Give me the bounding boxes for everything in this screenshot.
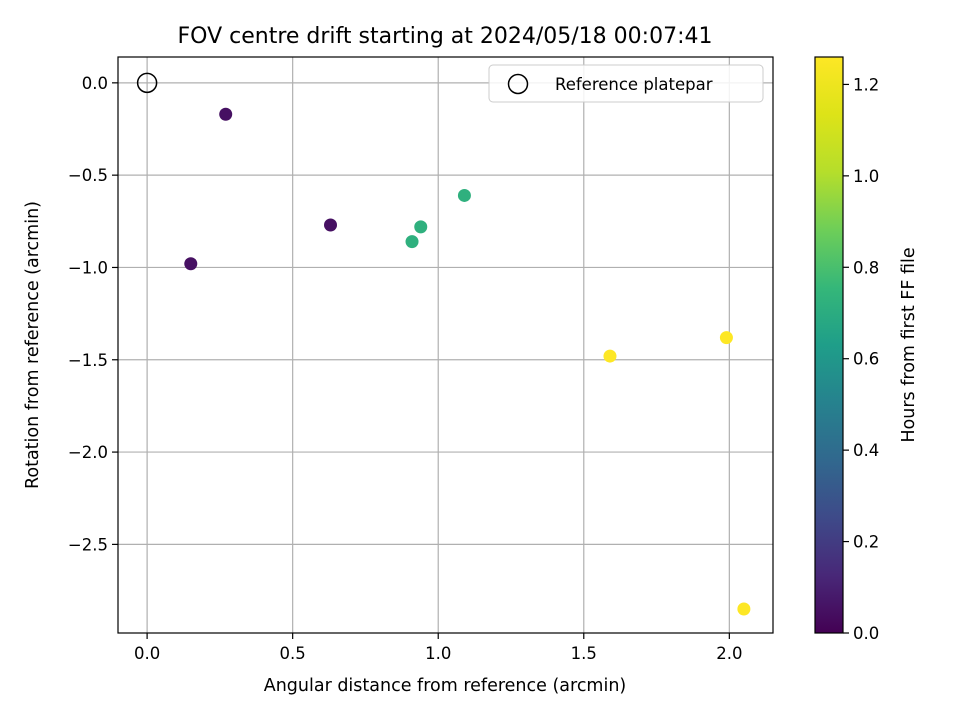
- x-tick-label: 0.0: [134, 644, 160, 663]
- data-point: [603, 349, 617, 363]
- colorbar-tick-label: 0.4: [853, 441, 879, 460]
- colorbar-tick-label: 1.2: [853, 75, 879, 94]
- x-axis-label: Angular distance from reference (arcmin): [264, 676, 627, 696]
- colorbar-frame: [814, 56, 844, 634]
- y-tick-label: −2.5: [68, 535, 108, 554]
- data-point: [414, 220, 428, 234]
- data-points: [184, 107, 751, 616]
- colorbar-tick-label: 0.8: [853, 258, 879, 277]
- legend: Reference platepar: [488, 64, 764, 103]
- y-tick-label: 0.0: [82, 74, 108, 93]
- colorbar-label: Hours from first FF file: [899, 247, 919, 442]
- colorbar-tick-label: 0.6: [853, 350, 879, 369]
- legend-reference-marker: [507, 73, 529, 95]
- data-point: [719, 331, 733, 345]
- y-axis-ticks: 0.0 −0.5 −1.0 −1.5 −2.0 −2.5: [68, 74, 118, 554]
- y-tick-label: −2.0: [68, 443, 108, 462]
- data-point: [405, 235, 419, 249]
- chart-title: FOV centre drift starting at 2024/05/18 …: [178, 24, 713, 49]
- x-tick-label: 1.0: [425, 644, 451, 663]
- y-tick-label: −1.5: [68, 351, 108, 370]
- reference-platepar-marker: [136, 72, 158, 94]
- plot-frame: [117, 56, 774, 634]
- colorbar-tick-label: 0.0: [853, 624, 879, 643]
- data-point: [219, 107, 233, 121]
- x-tick-label: 1.5: [571, 644, 597, 663]
- data-point: [324, 218, 338, 232]
- grid: [118, 57, 773, 633]
- colorbar-gradient: [815, 57, 843, 633]
- legend-box: [488, 64, 764, 103]
- y-tick-label: −1.0: [68, 258, 108, 277]
- colorbar-tick-label: 0.2: [853, 533, 879, 552]
- x-axis-ticks: 0.0 0.5 1.0 1.5 2.0: [134, 633, 742, 663]
- y-tick-label: −0.5: [68, 166, 108, 185]
- data-point: [184, 257, 198, 271]
- legend-reference-label: Reference platepar: [555, 75, 713, 94]
- y-axis-label: Rotation from reference (arcmin): [23, 201, 43, 489]
- x-tick-label: 0.5: [280, 644, 306, 663]
- colorbar-tick-label: 1.0: [853, 167, 879, 186]
- x-tick-label: 2.0: [716, 644, 742, 663]
- data-point: [737, 602, 751, 616]
- data-point: [457, 188, 471, 202]
- colorbar-ticks: 0.0 0.2 0.4 0.6 0.8 1.0 1.2: [843, 75, 879, 643]
- colorbar: 0.0 0.2 0.4 0.6 0.8 1.0 1.2 Hours from first F…: [814, 56, 919, 643]
